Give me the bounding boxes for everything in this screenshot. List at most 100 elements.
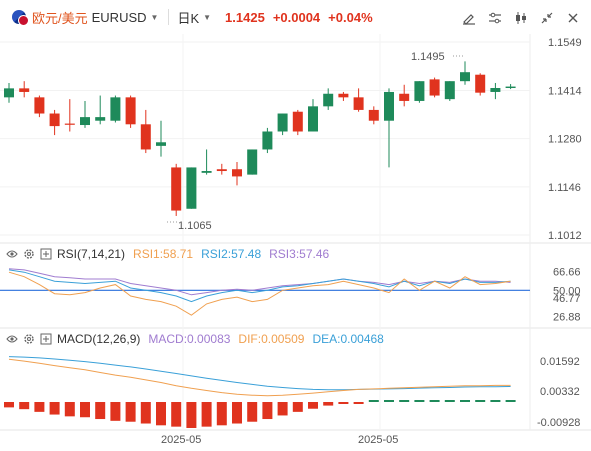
period-selector[interactable]: 日K: [177, 10, 200, 26]
dea-line: [8, 356, 511, 391]
price-tick-label: 1.1280: [548, 134, 582, 146]
candle-body: [353, 97, 364, 110]
candle-body: [186, 167, 197, 209]
candle-style-icon[interactable]: [511, 9, 531, 27]
macd-histogram-bar: [232, 402, 242, 424]
macd-histogram-bar: [216, 402, 227, 426]
macd-histogram-bar: [384, 400, 394, 402]
macd-histogram-bar: [353, 402, 364, 404]
time-axis-label: 2025-05: [358, 434, 398, 446]
rsi-tick-label: 46.77: [553, 293, 581, 305]
macd-histogram-bar: [95, 402, 106, 420]
candle-body: [308, 106, 318, 132]
macd-histogram-bar: [460, 400, 470, 402]
candle-body: [232, 169, 242, 177]
macd-lines: [4, 356, 516, 428]
macd-histogram-bar: [323, 402, 334, 406]
candlestick-series: [4, 55, 516, 223]
macd-histogram-bar: [490, 400, 501, 402]
macd-histogram-bar: [64, 402, 75, 417]
period-dropdown-icon[interactable]: ▼: [203, 12, 212, 22]
gear-icon[interactable]: [23, 248, 35, 260]
macd-tick-label: -0.00928: [537, 417, 580, 429]
macd-histogram-bar: [308, 402, 318, 409]
candle-body: [110, 97, 121, 121]
close-icon[interactable]: [563, 9, 583, 27]
divider: [168, 9, 170, 25]
candle-body: [49, 113, 60, 127]
price-change: +0.0004: [272, 9, 321, 25]
chart-grid: [0, 34, 591, 431]
drawing-tools-icon[interactable]: [459, 9, 479, 27]
macd-histogram-bar: [201, 402, 212, 427]
candle-body: [201, 171, 212, 173]
rsi1-value: RSI1:58.71: [133, 247, 194, 261]
high-price-label: 1.1495: [411, 51, 445, 63]
symbol-name[interactable]: 欧元/美元: [32, 10, 88, 26]
macd-histogram-bar: [414, 400, 425, 402]
macd-header: MACD(12,26,9) MACD:0.00083 DIF:0.00509 D…: [6, 332, 392, 346]
eye-icon[interactable]: [6, 333, 18, 345]
rsi1-line: [8, 271, 511, 316]
expand-icon[interactable]: [40, 248, 52, 260]
price-tick-label: 1.1549: [548, 37, 582, 49]
macd-histogram-bar: [444, 400, 455, 402]
rsi3-value: RSI3:57.46: [269, 247, 330, 261]
expand-icon[interactable]: [40, 333, 52, 345]
candle-body: [125, 97, 136, 125]
candle-body: [247, 149, 258, 175]
macd-histogram-bar: [171, 402, 182, 427]
macd-title: MACD(12,26,9): [57, 332, 141, 346]
macd-histogram-bar: [277, 402, 288, 416]
candle-body: [156, 142, 166, 146]
candle-body: [140, 124, 151, 150]
macd-histogram-bar: [475, 400, 486, 402]
rsi-header: RSI(7,14,21) RSI1:58.71 RSI2:57.48 RSI3:…: [6, 247, 337, 261]
macd-histogram-bar: [338, 402, 349, 404]
candle-body: [4, 88, 14, 98]
dea-value: DEA:0.00468: [312, 332, 384, 346]
symbol-dropdown-icon[interactable]: ▼: [150, 12, 159, 22]
macd-tick-label: 0.00332: [540, 386, 580, 398]
settings-sliders-icon[interactable]: [485, 9, 505, 27]
macd-histogram-bar: [186, 402, 197, 428]
eu-us-flag-icon: [12, 10, 29, 26]
collapse-icon[interactable]: [537, 9, 557, 27]
macd-histogram-bar: [292, 402, 303, 412]
candle-body: [171, 167, 182, 211]
axis-labels: 1.1549 1.1414 1.1280 1.1146 1.1012 66.66 50.00…: [161, 37, 582, 446]
candle-body: [399, 93, 410, 101]
macd-histogram-bar: [80, 402, 90, 418]
rsi-tick-label: 50.00: [553, 285, 581, 297]
rsi-lines: [0, 268, 530, 316]
dif-line: [8, 358, 511, 397]
candle-body: [460, 72, 470, 82]
macd-histogram-bar: [247, 402, 258, 422]
candle-body: [323, 93, 334, 107]
candle-body: [338, 93, 349, 98]
macd-histogram-bar: [429, 400, 440, 402]
candle-body: [505, 86, 516, 89]
macd-histogram-bar: [49, 402, 60, 415]
last-price: 1.1425: [225, 9, 265, 25]
candle-body: [80, 117, 90, 126]
macd-histogram-bar: [505, 400, 516, 402]
symbol-code[interactable]: EURUSD: [91, 9, 147, 25]
macd-histogram-bar: [4, 402, 14, 408]
candle-body: [414, 81, 425, 101]
price-change-percent: +0.04%: [328, 9, 373, 25]
macd-histogram-bar: [156, 402, 166, 426]
candle-body: [384, 91, 394, 121]
macd-histogram-bar: [140, 402, 151, 424]
eye-icon[interactable]: [6, 248, 18, 260]
gear-icon[interactable]: [23, 333, 35, 345]
rsi-tick-label: 26.88: [553, 311, 581, 323]
macd-histogram-bar: [34, 402, 45, 412]
candle-body: [429, 79, 440, 96]
macd-histogram-bar: [262, 402, 273, 420]
dif-value: DIF:0.00509: [238, 332, 305, 346]
candle-body: [19, 88, 30, 92]
macd-histogram-bar: [399, 400, 410, 402]
macd-histogram-bar: [368, 400, 379, 402]
